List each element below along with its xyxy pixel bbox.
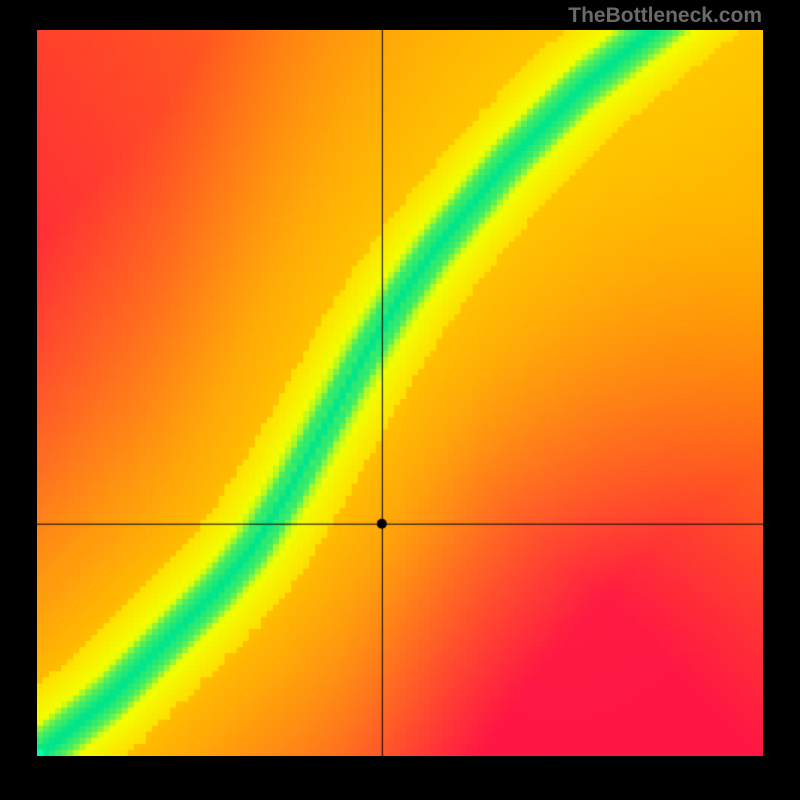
chart-frame: TheBottleneck.com	[0, 0, 800, 800]
watermark-text: TheBottleneck.com	[568, 4, 762, 28]
bottleneck-heatmap	[37, 30, 763, 756]
